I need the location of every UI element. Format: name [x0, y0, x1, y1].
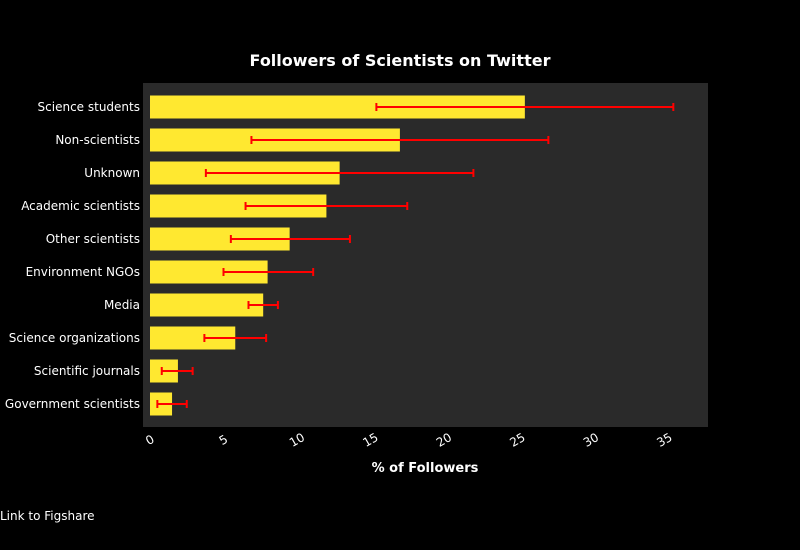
x-tick-label: 5 — [217, 432, 231, 448]
error-bar-science-organizations — [203, 334, 268, 342]
error-bar-government-scientists — [156, 400, 188, 408]
x-tick-label: 15 — [360, 430, 380, 450]
category-label-media: Media — [104, 298, 140, 312]
bars-group — [150, 95, 525, 416]
x-tick-label: 0 — [143, 432, 157, 448]
category-label-non-scientists: Non-scientists — [55, 133, 140, 147]
category-label-academic-scientists: Academic scientists — [21, 199, 140, 213]
error-bar-academic-scientists — [244, 202, 409, 210]
category-label-other-scientists: Other scientists — [46, 232, 140, 246]
category-label-science-organizations: Science organizations — [9, 331, 140, 345]
chart-title: Followers of Scientists on Twitter — [250, 51, 551, 70]
bar-other-scientists — [150, 227, 290, 251]
error-bars-group — [156, 103, 675, 408]
x-axis-title: % of Followers — [372, 461, 479, 476]
category-labels-group: Science students Non-scientists Unknown Aca… — [5, 100, 140, 411]
x-tick-label: 35 — [654, 430, 674, 450]
category-label-government-scientists: Government scientists — [5, 397, 140, 411]
bar-science-students — [150, 95, 525, 119]
category-label-science-students: Science students — [38, 100, 140, 114]
error-bar-science-students — [375, 103, 675, 111]
error-bar-non-scientists — [250, 136, 550, 144]
x-tick-labels-group: 0 5 10 15 20 25 30 35 — [143, 430, 674, 450]
category-label-environment-ngos: Environment NGOs — [26, 265, 140, 279]
x-tick-label: 30 — [581, 430, 601, 450]
error-bar-scientific-journals — [160, 367, 194, 375]
x-tick-label: 20 — [434, 430, 454, 450]
category-label-unknown: Unknown — [84, 166, 140, 180]
x-tick-label: 10 — [287, 430, 307, 450]
error-bar-other-scientists — [229, 235, 351, 243]
category-label-scientific-journals: Scientific journals — [34, 364, 140, 378]
bar-media — [150, 293, 264, 317]
figshare-link[interactable]: Link to Figshare — [0, 509, 95, 523]
error-bar-unknown — [204, 169, 475, 177]
bar-academic-scientists — [150, 194, 327, 218]
bar-science-organizations — [150, 326, 236, 350]
bar-environment-ngos — [150, 260, 268, 284]
x-tick-label: 25 — [507, 430, 527, 450]
error-bar-environment-ngos — [222, 268, 315, 276]
error-bar-media — [247, 301, 279, 309]
